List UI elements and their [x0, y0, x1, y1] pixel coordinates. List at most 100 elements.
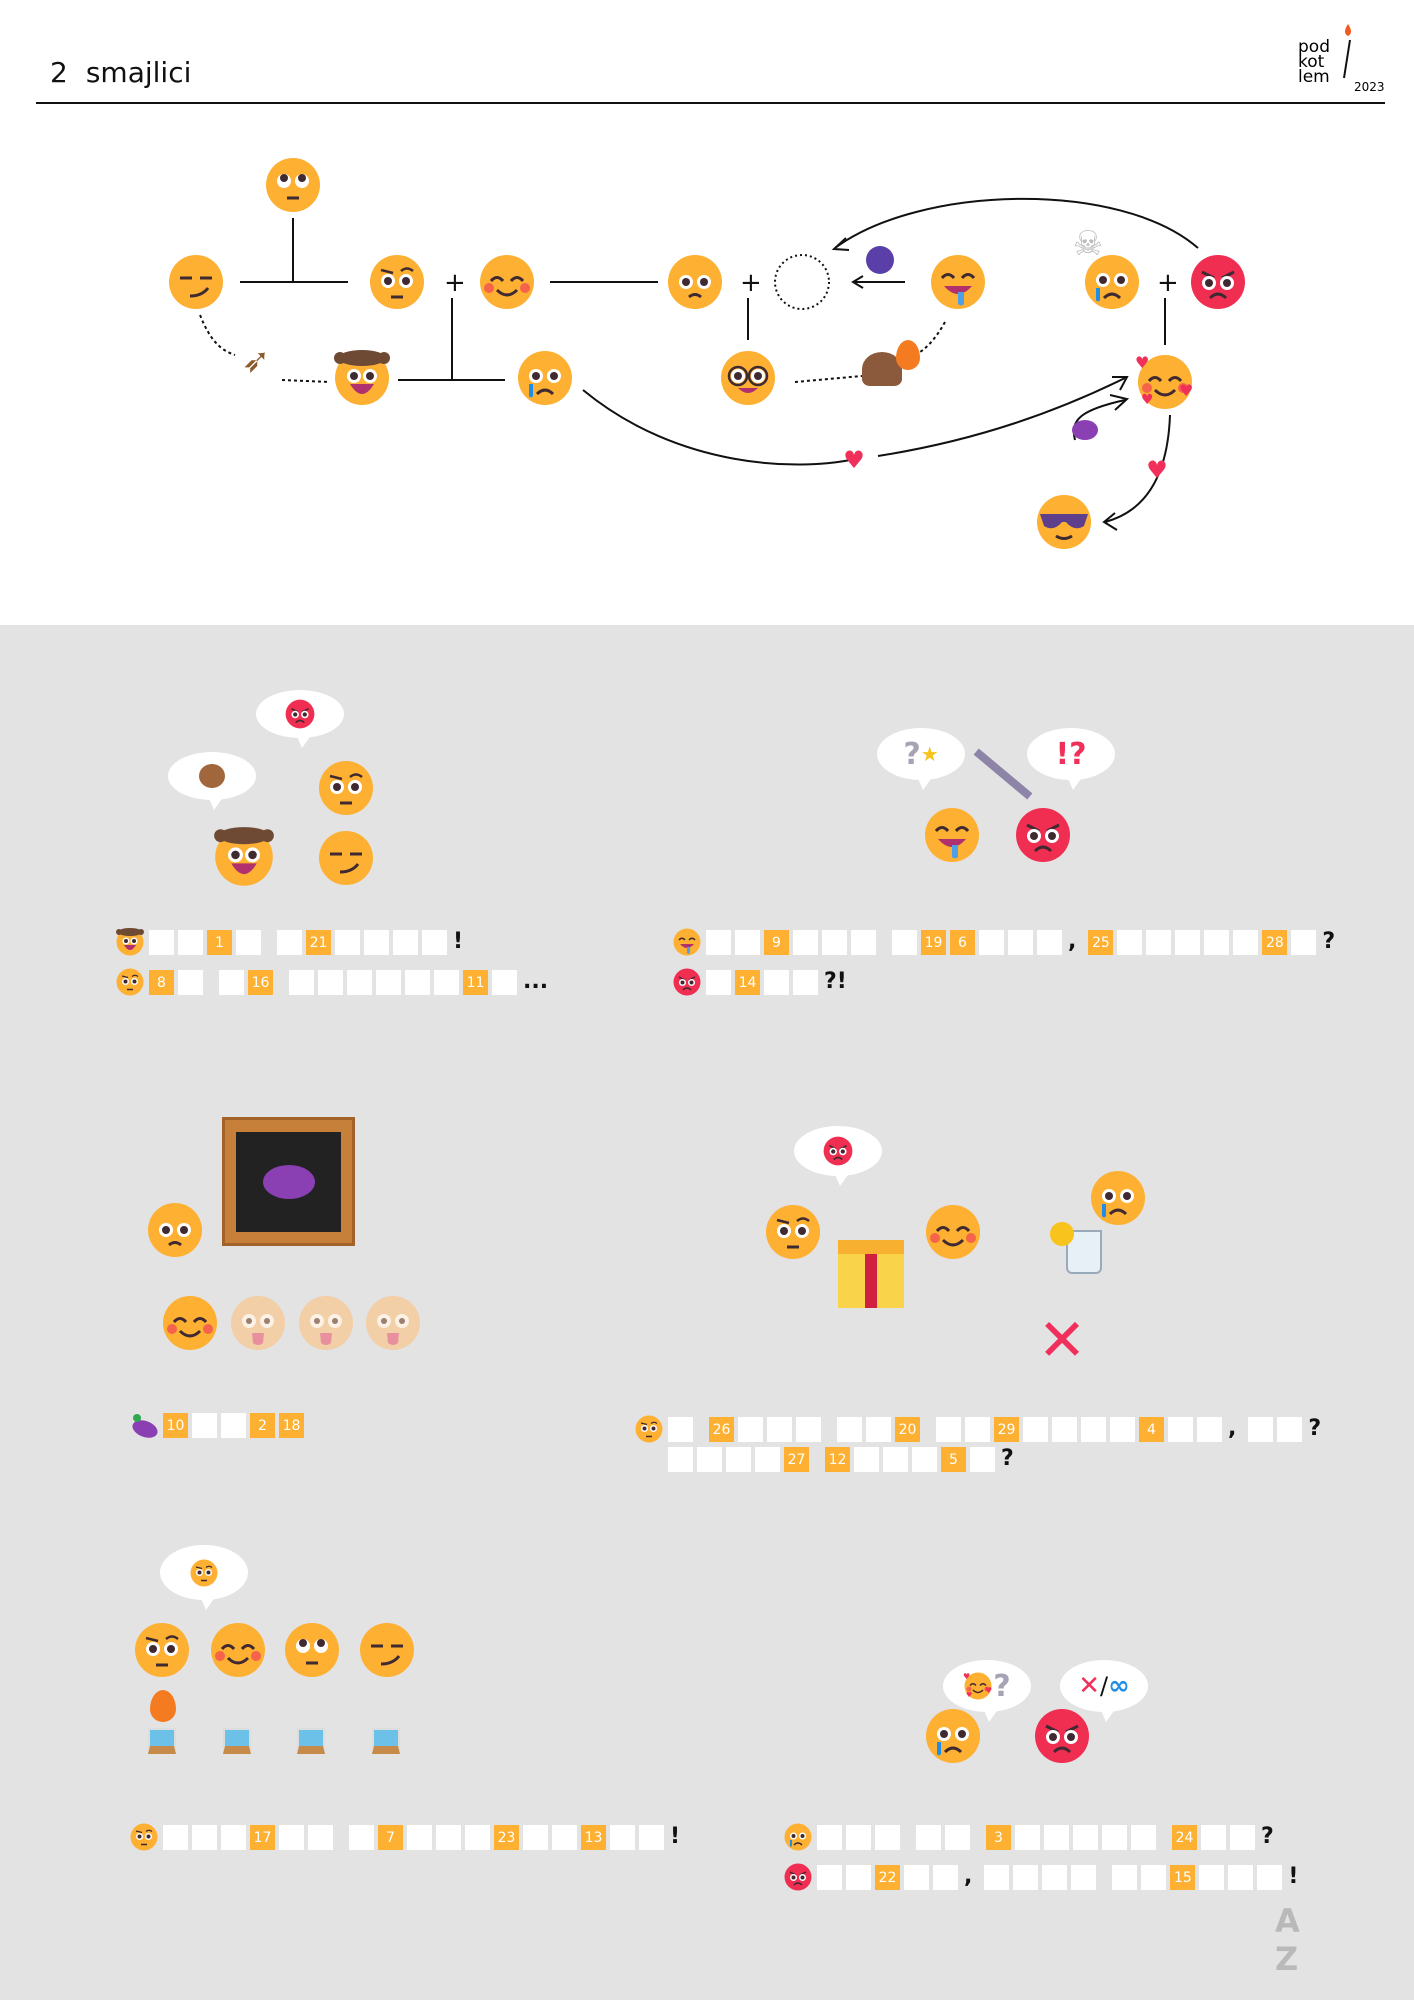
letter-box[interactable] [1023, 1417, 1048, 1442]
letter-box[interactable] [817, 1825, 842, 1850]
letter-box[interactable] [465, 1825, 490, 1850]
letter-box[interactable] [1008, 930, 1033, 955]
letter-box[interactable] [349, 1825, 374, 1850]
letter-box[interactable] [851, 930, 876, 955]
letter-box[interactable] [422, 930, 447, 955]
letter-box[interactable] [178, 970, 203, 995]
letter-box[interactable] [221, 1413, 246, 1438]
numbered-letter-box[interactable]: 15 [1170, 1865, 1196, 1890]
letter-box[interactable] [936, 1417, 961, 1442]
letter-box[interactable] [1071, 1865, 1097, 1890]
letter-box[interactable] [163, 1825, 188, 1850]
letter-box[interactable] [289, 970, 314, 995]
letter-box[interactable] [1168, 1417, 1193, 1442]
numbered-letter-box[interactable]: 26 [709, 1417, 734, 1442]
letter-box[interactable] [764, 970, 789, 995]
letter-box[interactable] [407, 1825, 432, 1850]
numbered-letter-box[interactable]: 18 [279, 1413, 304, 1438]
numbered-letter-box[interactable]: 16 [248, 970, 273, 995]
letter-box[interactable] [347, 970, 372, 995]
letter-box[interactable] [1052, 1417, 1077, 1442]
letter-box[interactable] [668, 1447, 693, 1472]
letter-box[interactable] [1228, 1865, 1254, 1890]
letter-box[interactable] [149, 930, 174, 955]
numbered-letter-box[interactable]: 23 [494, 1825, 519, 1850]
letter-box[interactable] [192, 1825, 217, 1850]
numbered-letter-box[interactable]: 6 [950, 930, 975, 955]
letter-box[interactable] [552, 1825, 577, 1850]
letter-box[interactable] [1291, 930, 1317, 955]
letter-box[interactable] [1117, 930, 1143, 955]
letter-box[interactable] [796, 1417, 821, 1442]
letter-box[interactable] [436, 1825, 461, 1850]
numbered-letter-box[interactable]: 8 [149, 970, 174, 995]
letter-box[interactable] [308, 1825, 333, 1850]
numbered-letter-box[interactable]: 9 [764, 930, 789, 955]
letter-box[interactable] [1277, 1417, 1303, 1442]
letter-box[interactable] [793, 970, 818, 995]
numbered-letter-box[interactable]: 2 [250, 1413, 275, 1438]
numbered-letter-box[interactable]: 20 [895, 1417, 920, 1442]
letter-box[interactable] [277, 930, 302, 955]
letter-box[interactable] [192, 1413, 217, 1438]
letter-box[interactable] [335, 930, 360, 955]
numbered-letter-box[interactable]: 19 [921, 930, 946, 955]
letter-box[interactable] [706, 970, 731, 995]
letter-box[interactable] [639, 1825, 664, 1850]
letter-box[interactable] [1042, 1865, 1068, 1890]
numbered-letter-box[interactable]: 21 [306, 930, 331, 955]
letter-box[interactable] [1233, 930, 1259, 955]
numbered-letter-box[interactable]: 1 [207, 930, 232, 955]
letter-box[interactable] [178, 930, 203, 955]
letter-box[interactable] [1257, 1865, 1283, 1890]
letter-box[interactable] [221, 1825, 246, 1850]
letter-box[interactable] [1230, 1825, 1255, 1850]
numbered-letter-box[interactable]: 27 [784, 1447, 809, 1472]
numbered-letter-box[interactable]: 12 [825, 1447, 850, 1472]
letter-box[interactable] [726, 1447, 751, 1472]
letter-box[interactable] [1199, 1865, 1225, 1890]
numbered-letter-box[interactable]: 7 [378, 1825, 403, 1850]
letter-box[interactable] [236, 930, 261, 955]
numbered-letter-box[interactable]: 17 [250, 1825, 275, 1850]
letter-box[interactable] [875, 1825, 900, 1850]
letter-box[interactable] [668, 1417, 693, 1442]
letter-box[interactable] [735, 930, 760, 955]
numbered-letter-box[interactable]: 3 [986, 1825, 1011, 1850]
numbered-letter-box[interactable]: 10 [163, 1413, 188, 1438]
letter-box[interactable] [1204, 930, 1230, 955]
letter-box[interactable] [933, 1865, 958, 1890]
letter-box[interactable] [892, 930, 917, 955]
letter-box[interactable] [883, 1447, 908, 1472]
letter-box[interactable] [846, 1865, 871, 1890]
letter-box[interactable] [523, 1825, 548, 1850]
letter-box[interactable] [318, 970, 343, 995]
letter-box[interactable] [1044, 1825, 1069, 1850]
letter-box[interactable] [984, 1865, 1010, 1890]
letter-box[interactable] [1201, 1825, 1226, 1850]
letter-box[interactable] [970, 1447, 995, 1472]
numbered-letter-box[interactable]: 25 [1088, 930, 1114, 955]
letter-box[interactable] [1037, 930, 1062, 955]
letter-box[interactable] [219, 970, 244, 995]
numbered-letter-box[interactable]: 14 [735, 970, 760, 995]
letter-box[interactable] [793, 930, 818, 955]
letter-box[interactable] [1175, 930, 1201, 955]
letter-box[interactable] [1197, 1417, 1222, 1442]
letter-box[interactable] [279, 1825, 304, 1850]
letter-box[interactable] [610, 1825, 635, 1850]
letter-box[interactable] [364, 930, 389, 955]
letter-box[interactable] [767, 1417, 792, 1442]
letter-box[interactable] [822, 930, 847, 955]
letter-box[interactable] [1015, 1825, 1040, 1850]
numbered-letter-box[interactable]: 13 [581, 1825, 606, 1850]
letter-box[interactable] [866, 1417, 891, 1442]
numbered-letter-box[interactable]: 29 [994, 1417, 1019, 1442]
numbered-letter-box[interactable]: 5 [941, 1447, 966, 1472]
letter-box[interactable] [916, 1825, 941, 1850]
letter-box[interactable] [706, 930, 731, 955]
letter-box[interactable] [1248, 1417, 1274, 1442]
numbered-letter-box[interactable]: 24 [1172, 1825, 1197, 1850]
letter-box[interactable] [945, 1825, 970, 1850]
numbered-letter-box[interactable]: 4 [1139, 1417, 1164, 1442]
